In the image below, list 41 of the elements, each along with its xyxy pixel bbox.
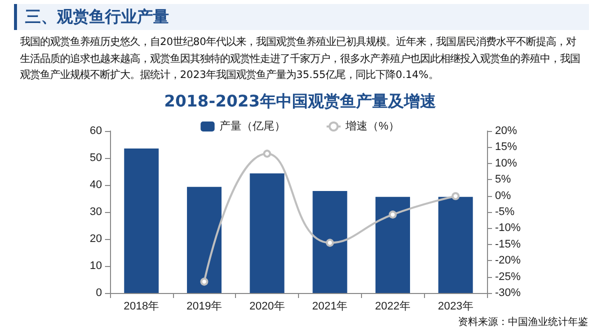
y-tick-label: 20	[90, 233, 102, 245]
point	[388, 210, 397, 219]
y-tick-label: 40	[90, 179, 102, 191]
bar	[250, 173, 284, 293]
chart-title: 2018-2023年中国观赏鱼产量及增速	[164, 92, 437, 110]
x-tick-label: 2022年	[375, 300, 410, 312]
point	[200, 278, 208, 286]
bar	[438, 196, 473, 293]
y-tick-label: 60	[90, 125, 102, 137]
y2-tick-label: 10%	[495, 157, 518, 170]
y-tick-label: 10	[90, 260, 102, 272]
x-tick-label: 2021年	[312, 300, 348, 312]
y2-tick-label: 20%	[495, 125, 518, 137]
y2-tick-label: -25%	[495, 270, 521, 283]
legend-label: 增速（%）	[344, 120, 400, 132]
point	[452, 192, 460, 200]
y2-tick-label: -20%	[495, 254, 521, 267]
y-tick-label: 50	[90, 152, 102, 164]
y2-tick-label: 15%	[495, 141, 518, 154]
x-tick-label: 2020年	[249, 300, 285, 312]
y2-tick-label: 0%	[495, 190, 512, 202]
bar	[375, 196, 410, 293]
point	[263, 150, 272, 158]
point	[326, 238, 334, 247]
bar	[186, 186, 222, 293]
y-tick-label: 30	[90, 206, 102, 218]
x-tick-label: 2019年	[186, 300, 222, 312]
text: 我国的观赏鱼养殖历史悠久，自20世纪80年代以来，我国观赏鱼养殖业已初具规模。近年来，我国居民消费水平不断提高，对生活品质的追求也越来越高，观赏鱼因其独特的观赏性走进了千家万户，很多水产养殖户也因此相继投入观赏鱼的养殖中，我国观赏鱼产业规模不断扩大。据统计，2023年我国观赏鱼产量为35.55亿尾，同比下降0.14%。	[20, 35, 581, 83]
x-tick-label: 2018年	[124, 300, 160, 312]
y2-tick-label: -10%	[495, 222, 521, 234]
text: 资料来源：中国渔业统计年鉴	[458, 316, 588, 329]
bar	[124, 148, 159, 293]
bar	[312, 190, 348, 293]
y2-tick-label: 5%	[495, 174, 512, 186]
legend-label: 产量（亿尾）	[220, 120, 286, 132]
y-tick-label: 0	[96, 287, 102, 299]
x-tick-label: 2023年	[438, 300, 474, 312]
y2-tick-label: -15%	[495, 238, 521, 250]
y2-tick-label: -30%	[495, 287, 521, 299]
chart-subtitle: 三、观赏鱼行业产量	[25, 7, 169, 28]
y2-tick-label: -5%	[495, 206, 515, 218]
